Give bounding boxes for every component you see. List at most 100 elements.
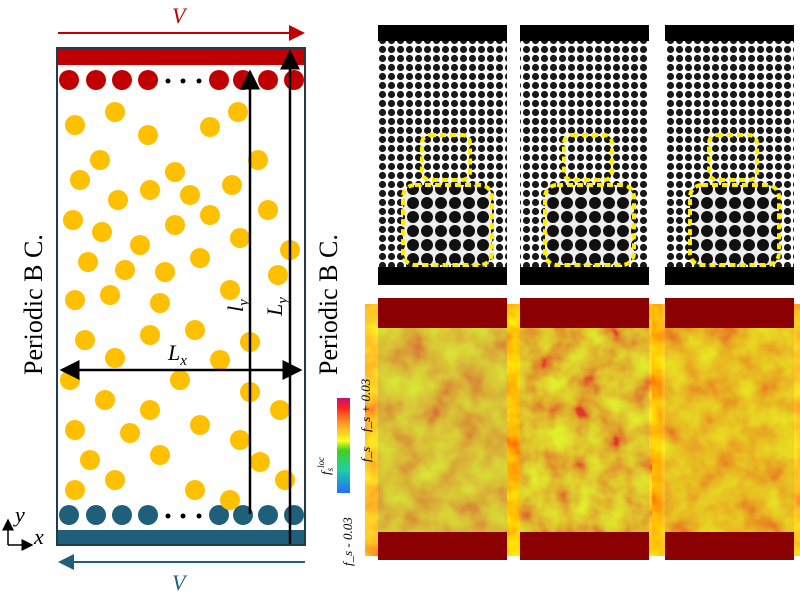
colorbar-min-label: f_s - 0.03 [340,517,355,566]
schematic: V V Lx ly Ly Periodic B C. Periodic B C.… [1,3,343,595]
particle [200,205,220,225]
particle [70,170,90,190]
particle [115,260,135,280]
bottom-velocity-label: V [172,570,188,595]
small-dashed-box [707,133,759,182]
particle [140,180,160,200]
snapshot-panel [378,25,507,285]
ellipsis-dot [196,78,202,84]
axis-triad: y x [1,502,44,551]
top-wall-band [520,298,649,328]
Lx-label: Lx [167,340,187,369]
particle [248,150,268,170]
bottom-wall-particles [59,505,304,525]
particle [100,285,120,305]
bottom-wall-band [665,267,794,285]
particle [268,265,288,285]
Lx-letter: L [167,340,180,365]
particle [108,190,128,210]
bottom-wall-band [378,267,507,285]
heatmap-panel [665,298,794,560]
wall-particle [284,505,304,525]
particle [60,370,80,390]
particle [180,185,200,205]
colorbar-gradient [337,398,350,493]
bottom-wall-band [665,532,794,560]
ellipsis-dot [165,78,171,84]
particle [170,370,190,390]
particle [120,423,140,443]
Lx-subscript: x [179,353,187,369]
ellipsis-dot [165,513,171,519]
particle-snapshots [378,25,794,285]
particle [105,348,125,368]
particle [230,228,250,248]
small-dashed-box [420,133,472,182]
particle [190,415,210,435]
particle [165,162,185,182]
particle [105,102,125,122]
particle [228,102,248,122]
bottom-wall-band [378,532,507,560]
particle [250,452,270,472]
particle [65,420,85,440]
colorbar-title-superscript: loc [316,457,326,468]
top-velocity-label: V [172,3,188,28]
particle [185,480,205,500]
left-boundary-label: Periodic B C. [19,234,48,375]
ellipsis-dot [180,78,186,84]
bottom-wall-band [520,267,649,285]
wall-particle [138,505,158,525]
wall-particle [284,70,304,90]
small-dashed-box [562,133,614,182]
particle [140,325,160,345]
particle [165,215,185,235]
wall-particle [258,505,278,525]
snapshot-panel [520,25,649,285]
particle [138,125,158,145]
wall-particle [209,505,229,525]
particle [185,320,205,340]
particle [270,400,290,420]
heatmap-panel [378,298,507,560]
particle [220,490,240,510]
top-wall-band [665,298,794,328]
x-axis-label: x [33,524,44,549]
wall-particle [258,70,278,90]
top-wall [58,49,304,65]
particle [155,262,175,282]
colorbar-title-letter: f [318,469,333,475]
particle [80,450,100,470]
Ly-label: Ly [262,297,291,317]
wall-particle [86,70,106,90]
bottom-wall [58,530,304,544]
colorbar-title: fsloc [316,457,335,475]
particle [200,117,220,137]
colorbar-max-label: f_s + 0.03 [358,378,373,432]
particle [105,470,125,490]
wall-particle [138,70,158,90]
Ly-letter: L [262,304,287,317]
ellipsis-dot [196,513,202,519]
large-dashed-box [401,183,494,267]
wall-particle [59,505,79,525]
ly-letter: l [223,306,248,312]
top-wall-band [378,25,507,41]
large-dashed-box [688,183,781,267]
large-dashed-box [543,183,636,267]
particle [63,210,83,230]
y-axis-label: y [13,502,25,527]
top-wall-band [520,25,649,41]
top-wall-band [665,25,794,41]
simulation-box [56,47,306,546]
particle [220,280,240,300]
wall-particle [86,505,106,525]
top-wall-band [378,298,507,328]
ly-label: ly [223,299,252,312]
free-particles [60,102,300,510]
wall-particle [112,70,132,90]
wall-particle [209,70,229,90]
colorbar: fsloc f_s f_s + 0.03 f_s - 0.03 [316,378,373,566]
colorbar-title-subscript: s [325,467,335,471]
